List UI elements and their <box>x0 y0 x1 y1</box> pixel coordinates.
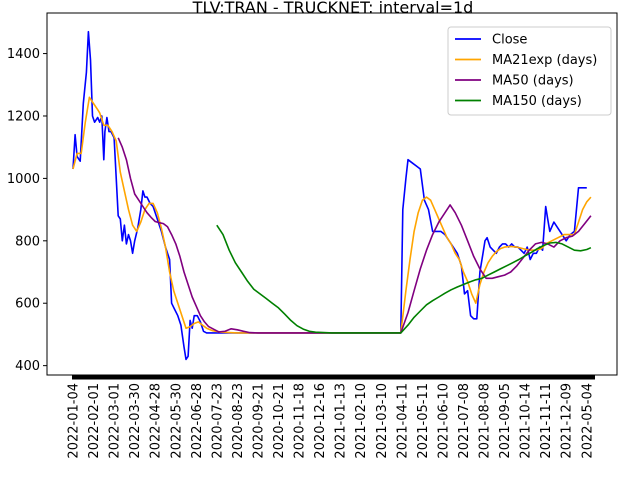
legend-box <box>447 26 612 116</box>
x-tick-label-14: 2021-02-10 <box>354 383 369 459</box>
series-line-1 <box>72 96 592 334</box>
legend-label-3: MA150 (days) <box>492 94 582 109</box>
legend: Close MA21exp (days) MA50 (days) MA150 (day… <box>447 26 612 116</box>
x-tick-label-12: 2020-12-16 <box>313 383 328 459</box>
x-tick-label-9: 2020-09-21 <box>251 383 266 459</box>
x-tick-label-19: 2021-07-08 <box>457 383 472 459</box>
legend-label-0: Close <box>492 33 527 48</box>
series-line-2 <box>117 137 592 334</box>
y-tick-label-3: 1000 <box>7 172 40 187</box>
y-tick-label-4: 1200 <box>7 109 40 124</box>
x-tick-label-2: 2022-03-01 <box>108 383 123 459</box>
series-group <box>72 30 592 361</box>
x-tick-label-1: 2022-02-01 <box>87 383 102 459</box>
x-tick-label-15: 2021-03-10 <box>375 383 390 459</box>
x-tick-label-7: 2020-07-23 <box>210 383 225 459</box>
x-tick-label-8: 2020-08-23 <box>231 383 246 459</box>
x-tick-label-16: 2021-04-11 <box>395 383 410 459</box>
y-tick-label-5: 1400 <box>7 47 40 62</box>
y-axis: 400 600 800 1000 1200 1400 <box>7 47 47 374</box>
x-tick-label-21: 2021-09-05 <box>498 383 513 459</box>
x-tick-label-10: 2020-10-21 <box>272 383 287 459</box>
series-line-3 <box>216 224 592 334</box>
y-tick-label-0: 400 <box>15 359 40 374</box>
x-tick-label-6: 2022-06-28 <box>190 383 205 459</box>
x-tick-label-13: 2021-01-13 <box>334 383 349 459</box>
plot-area: 400 600 800 1000 1200 1400 2022-01-04 2022-02-… <box>7 12 618 459</box>
y-tick-label-1: 600 <box>15 297 40 312</box>
legend-label-2: MA50 (days) <box>492 74 574 89</box>
x-tick-label-17: 2021-05-11 <box>416 383 431 459</box>
x-tick-label-24: 2021-12-09 <box>560 383 575 459</box>
x-tick-label-20: 2021-08-08 <box>478 383 493 459</box>
legend-label-1: MA21exp (days) <box>492 53 597 68</box>
x-tick-label-22: 2021-10-14 <box>519 383 534 459</box>
chart-title: TLV:TRAN - TRUCKNET: interval=1d <box>192 0 474 17</box>
y-tick-label-2: 800 <box>15 234 40 249</box>
x-tick-label-3: 2022-03-30 <box>128 383 143 459</box>
x-minor-ticks <box>72 375 595 380</box>
x-tick-label-4: 2022-04-28 <box>149 383 164 459</box>
x-tick-label-25: 2022-05-04 <box>580 383 595 459</box>
x-tick-label-11: 2020-11-18 <box>293 383 308 459</box>
x-tick-label-5: 2022-05-30 <box>169 383 184 459</box>
x-tick-label-18: 2021-06-10 <box>436 383 451 459</box>
x-tick-label-23: 2021-11-11 <box>539 383 554 459</box>
x-axis: 2022-01-04 2022-02-01 2022-03-01 2022-03-30… <box>67 375 595 459</box>
x-tick-label-0: 2022-01-04 <box>67 383 82 459</box>
